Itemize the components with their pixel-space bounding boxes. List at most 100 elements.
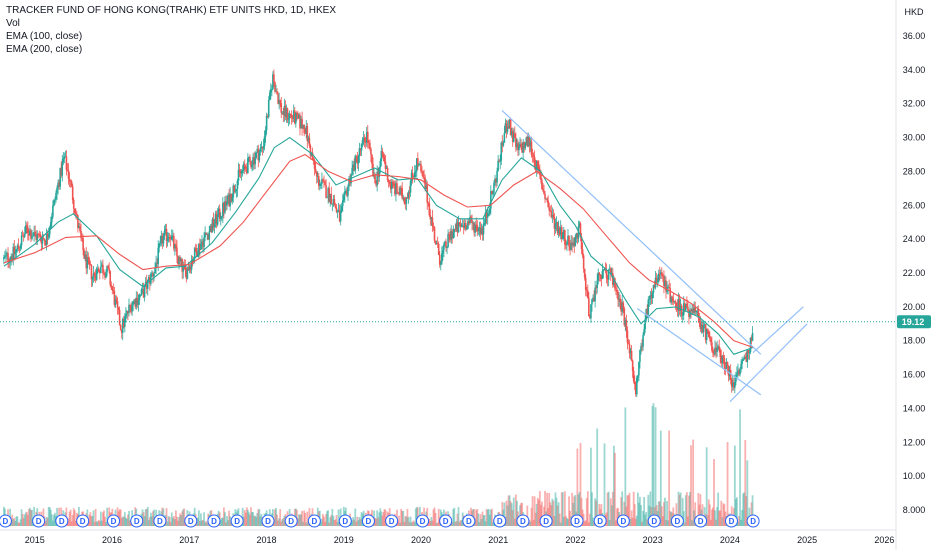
volume-bar [651,406,654,526]
volume-bar [19,519,22,526]
dividend-marker[interactable]: D [439,514,453,528]
dividend-circle [153,514,167,528]
trendline[interactable] [729,323,808,403]
dividend-label: D [597,517,603,526]
volume-bar [219,519,222,526]
volume-bar [196,517,199,526]
dividend-marker[interactable]: D [516,514,530,528]
candle-body [169,238,172,240]
dividend-marker[interactable]: D [385,514,399,528]
candle-body [71,186,74,201]
candle-body [555,222,558,224]
candle-body [437,243,440,255]
dividend-marker[interactable]: D [616,514,630,528]
dividend-marker[interactable]: D [539,514,553,528]
price-axis[interactable]: 8.000 10.00 12.00 14.00 16.00 18.00 20.00 22.00… [903,31,926,515]
volume-bar [321,518,323,526]
candle-body [432,225,435,228]
dividend-marker[interactable]: D [670,514,684,528]
candle-body [72,200,75,209]
dividend-marker[interactable]: D [32,514,46,528]
dividend-marker[interactable]: D [493,514,507,528]
dividend-marker[interactable]: D [416,514,430,528]
dividend-marker[interactable]: D [153,514,167,528]
volume-bar [649,491,652,526]
candle-body [257,149,260,161]
candle-body [574,237,577,246]
candle-body [520,143,522,148]
candle-body [229,194,231,207]
volume-bar [102,512,104,526]
volume-bar [490,508,493,526]
dividend-circle [130,514,144,528]
candle-body [11,256,14,260]
volume-bar [556,505,559,526]
dividend-marker[interactable]: D [307,514,321,528]
candle-body [693,307,695,313]
candle-body [583,268,586,278]
dividend-marker[interactable]: D [130,514,144,528]
candle-body [182,264,185,272]
volume-bar [634,518,637,526]
volume-bar [399,522,402,526]
dividend-marker[interactable]: D [694,514,708,528]
dividend-marker[interactable]: D [746,514,760,528]
dividend-label: D [36,517,42,526]
time-tick-label: 2019 [334,535,354,545]
candle-body [400,188,402,189]
candle-body [673,301,676,302]
volume-bar [120,518,123,526]
volume-bar [382,512,385,526]
volume-bar [16,516,19,526]
dividend-marker[interactable]: D [55,514,69,528]
dividend-marker[interactable]: D [230,514,244,528]
candle-body [651,292,654,299]
trendline[interactable] [501,110,762,355]
dividend-marker[interactable]: D [0,514,12,528]
candle-body [132,301,134,305]
dividend-marker[interactable]: D [724,514,738,528]
candle-body [447,234,449,248]
volume-bar [664,497,666,526]
time-axis[interactable]: 2015 2016 2017 2018 2019 2020 2021 2022 2023 2024… [25,535,895,545]
dividend-marker[interactable]: D [207,514,221,528]
volume-bar [410,522,413,526]
dividend-label: D [157,517,163,526]
trendlines[interactable] [501,110,808,403]
trendline[interactable] [752,306,804,354]
volume-bar [148,517,151,526]
dividend-marker[interactable]: D [570,514,584,528]
volume-bar [488,514,491,526]
dividend-marker[interactable]: D [361,514,375,528]
candle-body [177,256,179,265]
volume-bar [31,509,33,526]
trendline[interactable] [636,308,762,396]
dividend-marker[interactable]: D [462,514,476,528]
candle-body [599,274,602,276]
dividend-marker[interactable]: D [76,514,90,528]
dividend-marker[interactable]: D [184,514,198,528]
dividend-marker[interactable]: D [261,514,275,528]
candle-body [279,100,281,103]
candle-body [563,230,565,235]
dividend-marker[interactable]: D [338,514,352,528]
candle-body [281,112,284,114]
volume-bar [105,522,107,526]
dividend-marker[interactable]: D [593,514,607,528]
dividend-marker[interactable]: D [107,514,121,528]
candle-body [419,164,421,166]
volume-bar [98,521,101,526]
dividend-marker[interactable]: D [647,514,661,528]
candle-body [63,157,66,159]
dividend-circle [55,514,69,528]
dividend-marker[interactable]: D [284,514,298,528]
candle-body [621,302,624,312]
volume-bar [142,512,145,526]
volume-bar [507,495,510,526]
volume-bar [402,510,405,526]
volume-bar [579,442,582,526]
candle-body [620,302,622,312]
volume-bar [630,510,633,526]
